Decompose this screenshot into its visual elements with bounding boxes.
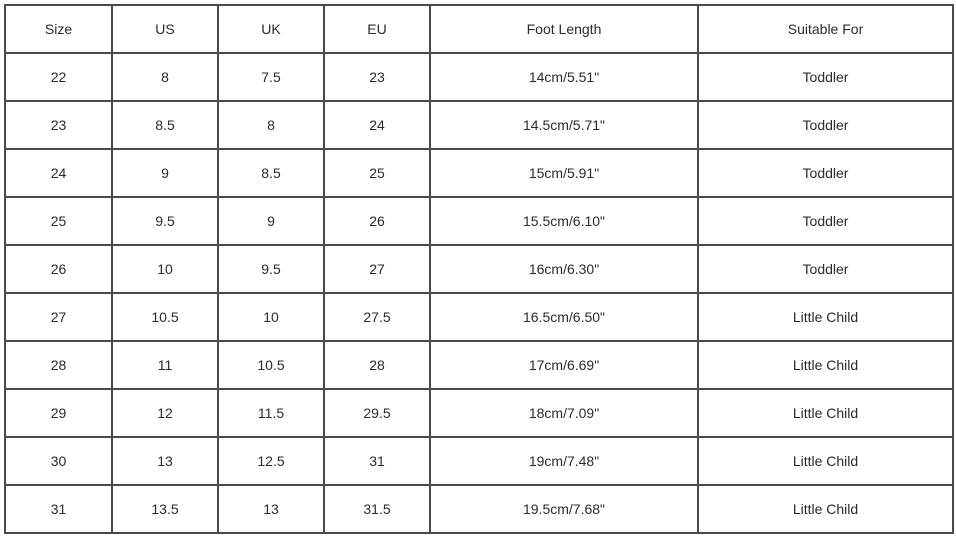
cell-us: 11 bbox=[111, 340, 219, 390]
cell-us: 8.5 bbox=[111, 100, 219, 150]
header-uk: UK bbox=[217, 4, 325, 54]
cell-eu: 24 bbox=[323, 100, 431, 150]
cell-suitable-for: Toddler bbox=[697, 244, 954, 294]
cell-size: 28 bbox=[4, 340, 113, 390]
cell-foot-length: 19.5cm/7.68" bbox=[429, 484, 699, 534]
cell-size: 23 bbox=[4, 100, 113, 150]
table-row: 22 8 7.5 23 14cm/5.51" Toddler bbox=[4, 52, 954, 102]
cell-uk: 7.5 bbox=[217, 52, 325, 102]
table-row: 23 8.5 8 24 14.5cm/5.71" Toddler bbox=[4, 100, 954, 150]
cell-foot-length: 19cm/7.48" bbox=[429, 436, 699, 486]
table-row: 31 13.5 13 31.5 19.5cm/7.68" Little Child bbox=[4, 484, 954, 534]
cell-foot-length: 16.5cm/6.50" bbox=[429, 292, 699, 342]
table-row: 27 10.5 10 27.5 16.5cm/6.50" Little Child bbox=[4, 292, 954, 342]
table-row: 29 12 11.5 29.5 18cm/7.09" Little Child bbox=[4, 388, 954, 438]
cell-size: 29 bbox=[4, 388, 113, 438]
cell-us: 13.5 bbox=[111, 484, 219, 534]
cell-uk: 9.5 bbox=[217, 244, 325, 294]
header-suitable-for: Suitable For bbox=[697, 4, 954, 54]
cell-us: 12 bbox=[111, 388, 219, 438]
cell-uk: 11.5 bbox=[217, 388, 325, 438]
cell-suitable-for: Little Child bbox=[697, 388, 954, 438]
cell-size: 30 bbox=[4, 436, 113, 486]
cell-size: 24 bbox=[4, 148, 113, 198]
cell-us: 9.5 bbox=[111, 196, 219, 246]
cell-foot-length: 14.5cm/5.71" bbox=[429, 100, 699, 150]
cell-suitable-for: Little Child bbox=[697, 340, 954, 390]
cell-suitable-for: Little Child bbox=[697, 436, 954, 486]
cell-suitable-for: Little Child bbox=[697, 292, 954, 342]
cell-eu: 23 bbox=[323, 52, 431, 102]
cell-suitable-for: Little Child bbox=[697, 484, 954, 534]
cell-eu: 31.5 bbox=[323, 484, 431, 534]
cell-size: 26 bbox=[4, 244, 113, 294]
table-row: 26 10 9.5 27 16cm/6.30" Toddler bbox=[4, 244, 954, 294]
cell-us: 13 bbox=[111, 436, 219, 486]
cell-size: 27 bbox=[4, 292, 113, 342]
cell-eu: 29.5 bbox=[323, 388, 431, 438]
table-row: 24 9 8.5 25 15cm/5.91" Toddler bbox=[4, 148, 954, 198]
cell-eu: 28 bbox=[323, 340, 431, 390]
cell-foot-length: 15cm/5.91" bbox=[429, 148, 699, 198]
cell-uk: 13 bbox=[217, 484, 325, 534]
cell-eu: 25 bbox=[323, 148, 431, 198]
table-body: 22 8 7.5 23 14cm/5.51" Toddler 23 8.5 8 24 14.5cm/… bbox=[4, 52, 954, 534]
cell-size: 25 bbox=[4, 196, 113, 246]
cell-eu: 26 bbox=[323, 196, 431, 246]
cell-uk: 12.5 bbox=[217, 436, 325, 486]
header-us: US bbox=[111, 4, 219, 54]
cell-us: 10.5 bbox=[111, 292, 219, 342]
cell-uk: 8 bbox=[217, 100, 325, 150]
table-row: 28 11 10.5 28 17cm/6.69" Little Child bbox=[4, 340, 954, 390]
size-chart-table: Size US UK EU Foot Length Suitable For 22 8 7.5… bbox=[4, 4, 954, 534]
header-eu: EU bbox=[323, 4, 431, 54]
cell-suitable-for: Toddler bbox=[697, 196, 954, 246]
cell-suitable-for: Toddler bbox=[697, 100, 954, 150]
cell-foot-length: 14cm/5.51" bbox=[429, 52, 699, 102]
cell-uk: 10 bbox=[217, 292, 325, 342]
cell-us: 8 bbox=[111, 52, 219, 102]
cell-eu: 31 bbox=[323, 436, 431, 486]
header-row: Size US UK EU Foot Length Suitable For bbox=[4, 4, 954, 54]
table-row: 25 9.5 9 26 15.5cm/6.10" Toddler bbox=[4, 196, 954, 246]
cell-uk: 10.5 bbox=[217, 340, 325, 390]
cell-foot-length: 16cm/6.30" bbox=[429, 244, 699, 294]
cell-size: 22 bbox=[4, 52, 113, 102]
cell-eu: 27.5 bbox=[323, 292, 431, 342]
table-row: 30 13 12.5 31 19cm/7.48" Little Child bbox=[4, 436, 954, 486]
cell-foot-length: 17cm/6.69" bbox=[429, 340, 699, 390]
cell-suitable-for: Toddler bbox=[697, 52, 954, 102]
cell-size: 31 bbox=[4, 484, 113, 534]
header-size: Size bbox=[4, 4, 113, 54]
cell-uk: 8.5 bbox=[217, 148, 325, 198]
cell-foot-length: 15.5cm/6.10" bbox=[429, 196, 699, 246]
cell-suitable-for: Toddler bbox=[697, 148, 954, 198]
header-foot-length: Foot Length bbox=[429, 4, 699, 54]
cell-us: 9 bbox=[111, 148, 219, 198]
cell-us: 10 bbox=[111, 244, 219, 294]
cell-foot-length: 18cm/7.09" bbox=[429, 388, 699, 438]
cell-uk: 9 bbox=[217, 196, 325, 246]
cell-eu: 27 bbox=[323, 244, 431, 294]
